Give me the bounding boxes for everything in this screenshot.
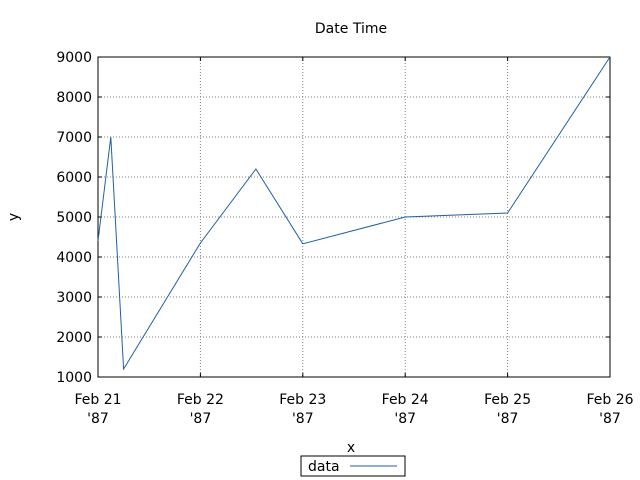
y-tick-label: 3000 [56,290,92,306]
x-tick-label: Feb 26'87 [586,392,633,427]
series-line-data [97,56,611,371]
legend: data [300,455,406,477]
y-tick-label: 8000 [56,90,92,106]
y-tick-label: 4000 [56,250,92,266]
chart-title: Date Time [315,21,387,37]
x-axis-ticks: Feb 21'87 Feb 22'87 Feb 23'87 Feb 24'87 Feb … [74,57,634,427]
y-tick-label: 7000 [56,130,92,146]
x-tick-label: Feb 23'87 [279,392,326,427]
y-axis-label: y [6,213,22,221]
x-tick-label: Feb 21'87 [74,392,121,427]
legend-label-data: data [308,459,340,475]
y-tick-label: 2000 [56,330,92,346]
y-tick-label: 6000 [56,170,92,186]
x-axis-label: x [347,440,355,456]
x-tick-label: Feb 25'87 [484,392,531,427]
grid-lines [98,57,610,377]
y-tick-label: 5000 [56,210,92,226]
x-tick-label: Feb 22'87 [177,392,224,427]
y-axis-ticks: 1000 2000 3000 4000 5000 6000 7000 8000 9000 [56,50,610,386]
y-tick-label: 9000 [56,50,92,66]
x-tick-label: Feb 24'87 [382,392,429,427]
y-tick-label: 1000 [56,370,92,386]
